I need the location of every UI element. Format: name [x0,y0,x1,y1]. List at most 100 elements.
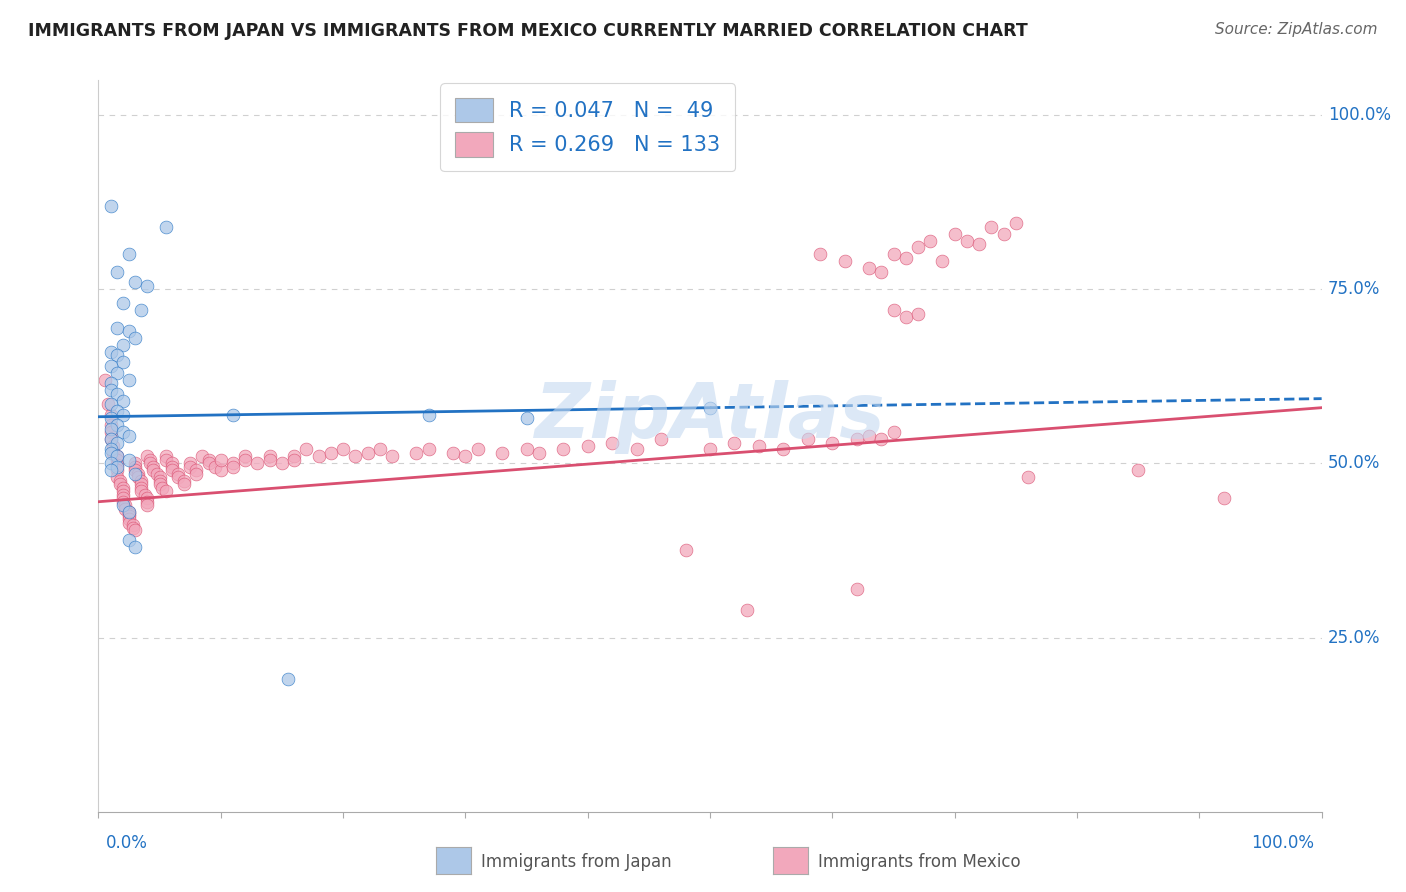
Point [105,435,128,450]
Point [124,540,146,554]
Point [576,439,599,453]
Point [772,442,794,457]
Text: Source: ZipAtlas.com: Source: ZipAtlas.com [1215,22,1378,37]
Point [111,488,134,502]
Point [105,418,128,433]
Point [883,247,905,261]
Point [100,421,122,435]
Point [100,359,122,373]
Point [197,453,219,467]
Point [100,432,122,446]
Point [136,450,159,464]
Point [100,457,122,471]
Point [111,484,134,499]
Point [723,435,745,450]
Point [209,463,232,477]
Point [920,234,942,248]
Point [319,446,342,460]
Text: 75.0%: 75.0% [1327,280,1381,298]
Point [118,428,141,442]
Point [197,457,219,471]
Point [118,507,141,521]
Point [454,450,477,464]
Point [111,338,134,352]
Point [114,498,136,512]
Point [173,477,195,491]
Point [111,408,134,422]
Point [515,411,537,425]
Point [118,533,141,547]
Point [808,247,831,261]
Point [870,432,893,446]
Point [118,512,141,526]
Point [209,453,232,467]
Point [259,450,281,464]
Point [233,450,256,464]
Point [883,425,905,439]
Text: 25.0%: 25.0% [1327,629,1381,647]
Point [295,442,318,457]
Point [894,310,917,325]
Point [129,484,152,499]
Point [993,227,1015,241]
Point [980,219,1002,234]
Point [146,467,169,481]
Point [105,453,128,467]
Point [124,275,146,289]
Point [134,488,156,502]
Point [136,494,159,508]
Point [139,457,162,471]
Point [118,505,141,519]
Point [100,384,122,398]
Point [105,458,128,472]
Point [111,425,134,439]
Point [167,467,190,481]
Point [100,376,122,391]
Point [111,355,134,369]
Text: 100.0%: 100.0% [1327,106,1391,124]
Point [858,428,880,442]
Point [515,442,537,457]
Text: Immigrants from Japan: Immigrants from Japan [481,853,672,871]
Point [129,474,152,488]
Point [105,463,128,477]
Point [943,227,966,241]
Point [821,435,844,450]
Point [114,501,136,516]
Point [600,435,623,450]
Point [834,254,856,268]
Point [699,442,721,457]
Point [907,307,929,321]
Point [259,453,281,467]
Point [283,450,305,464]
Point [111,498,134,512]
Point [100,411,122,425]
Point [735,603,758,617]
Point [105,404,128,418]
Point [173,474,195,488]
Point [155,484,177,499]
Point [118,324,141,338]
Point [155,219,177,234]
Point [308,450,330,464]
Point [883,303,905,318]
Point [870,265,893,279]
Point [105,348,128,362]
Point [100,397,122,411]
Point [381,450,404,464]
Point [100,432,122,446]
Point [626,442,648,457]
Point [441,446,464,460]
Point [124,457,146,471]
Point [283,453,305,467]
Point [155,450,177,464]
Point [527,446,550,460]
Point [127,470,149,484]
Point [93,373,115,387]
Point [142,459,165,474]
Point [118,508,141,523]
Point [277,673,299,687]
Point [186,467,208,481]
Point [118,373,141,387]
Point [967,237,990,252]
